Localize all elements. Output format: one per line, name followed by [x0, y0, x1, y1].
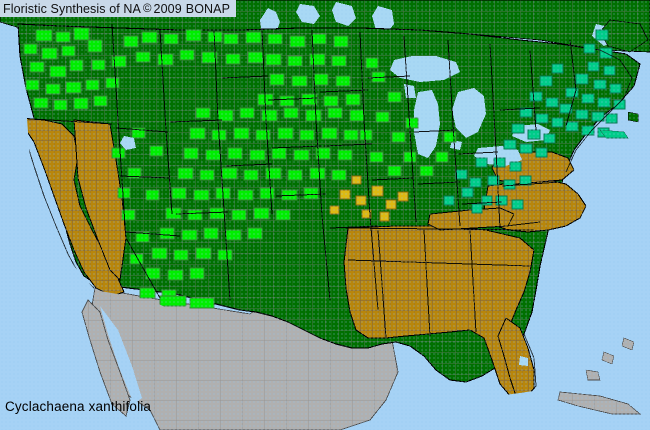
species-name-label: Cyclachaena xanthifolia: [5, 399, 152, 414]
title-prefix: Floristic Synthesis of NA: [3, 1, 141, 16]
title-publisher: BONAP: [185, 1, 231, 16]
map-title-bar: Floristic Synthesis of NA © 2009 BONAP: [0, 0, 237, 17]
copyright-icon: ©: [142, 2, 152, 15]
title-year: 2009: [153, 1, 182, 16]
